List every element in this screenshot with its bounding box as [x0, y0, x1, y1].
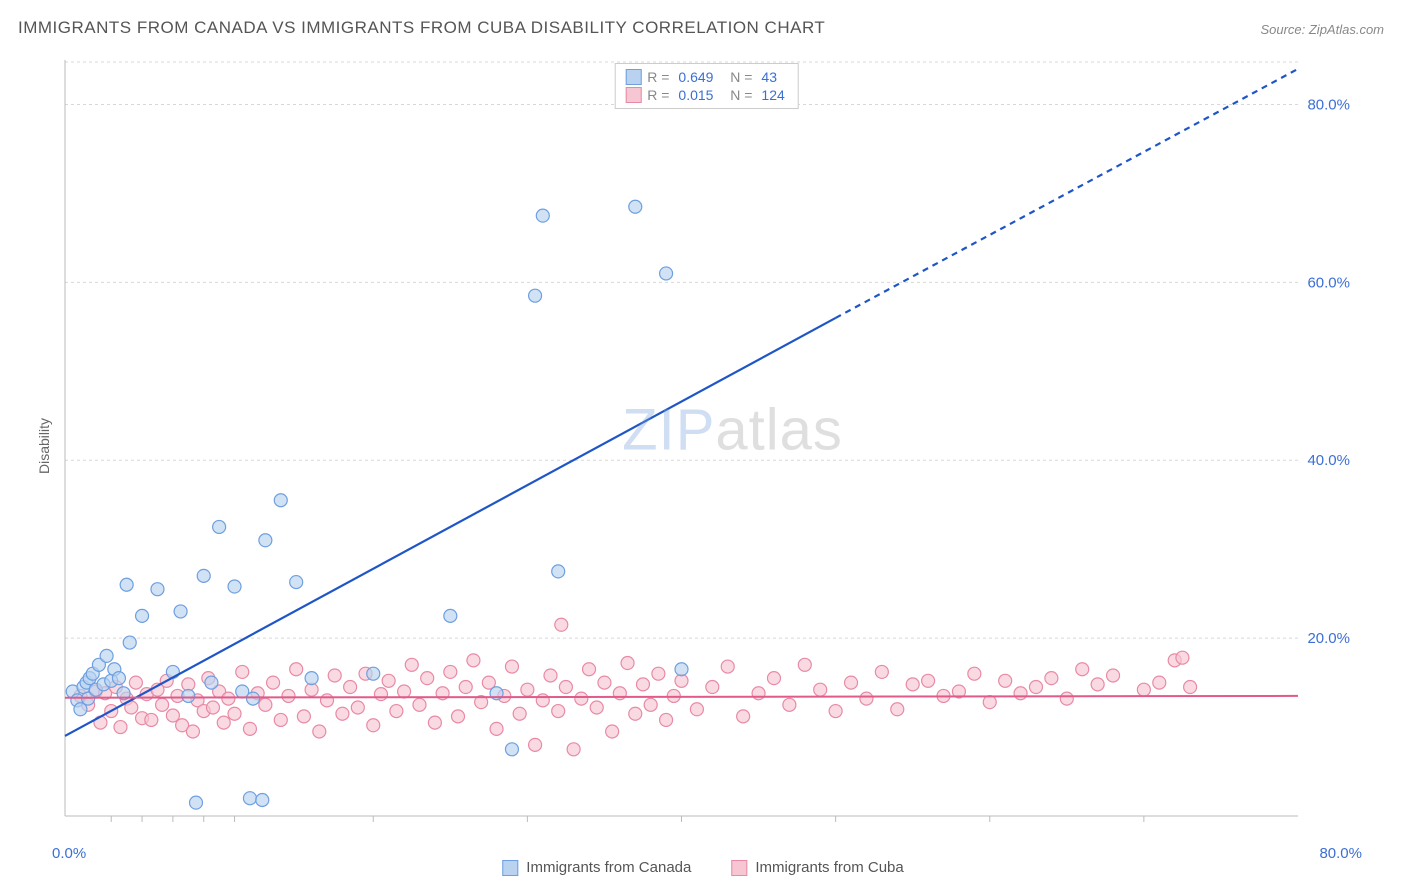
legend-n-label: N =	[722, 87, 752, 103]
legend-n-value-cuba: 124	[758, 87, 787, 103]
legend-n-value-canada: 43	[758, 69, 780, 85]
legend-r-label: R =	[647, 69, 669, 85]
swatch-cuba	[625, 87, 641, 103]
legend-r-value-cuba: 0.015	[675, 87, 716, 103]
swatch-canada	[625, 69, 641, 85]
legend-n-label: N =	[722, 69, 752, 85]
series-legend: Immigrants from Canada Immigrants from C…	[502, 859, 903, 876]
legend-item-canada: Immigrants from Canada	[502, 859, 691, 876]
legend-row-cuba: R = 0.015 N = 124	[625, 86, 788, 104]
legend-label-cuba: Immigrants from Cuba	[755, 859, 903, 876]
svg-text:20.0%: 20.0%	[1307, 630, 1350, 647]
swatch-cuba-icon	[731, 860, 747, 876]
x-axis-tick-max: 80.0%	[1319, 845, 1362, 862]
legend-r-value-canada: 0.649	[675, 69, 716, 85]
legend-label-canada: Immigrants from Canada	[526, 859, 691, 876]
y-axis-label: Disability	[36, 418, 52, 474]
legend-item-cuba: Immigrants from Cuba	[731, 859, 903, 876]
source-attribution: Source: ZipAtlas.com	[1260, 22, 1384, 37]
stats-legend: R = 0.649 N = 43 R = 0.015 N = 124	[614, 63, 799, 109]
scatter-chart: 20.0% 40.0% 60.0% 80.0%	[55, 55, 1358, 836]
svg-text:40.0%: 40.0%	[1307, 452, 1350, 469]
x-axis-tick-min: 0.0%	[52, 845, 86, 862]
chart-title: IMMIGRANTS FROM CANADA VS IMMIGRANTS FRO…	[18, 18, 825, 38]
svg-text:80.0%: 80.0%	[1307, 96, 1350, 113]
svg-text:60.0%: 60.0%	[1307, 274, 1350, 291]
swatch-canada-icon	[502, 860, 518, 876]
chart-area: 20.0% 40.0% 60.0% 80.0% R = 0.649 N = 43 R …	[55, 55, 1358, 836]
legend-row-canada: R = 0.649 N = 43	[625, 68, 788, 86]
legend-r-label: R =	[647, 87, 669, 103]
